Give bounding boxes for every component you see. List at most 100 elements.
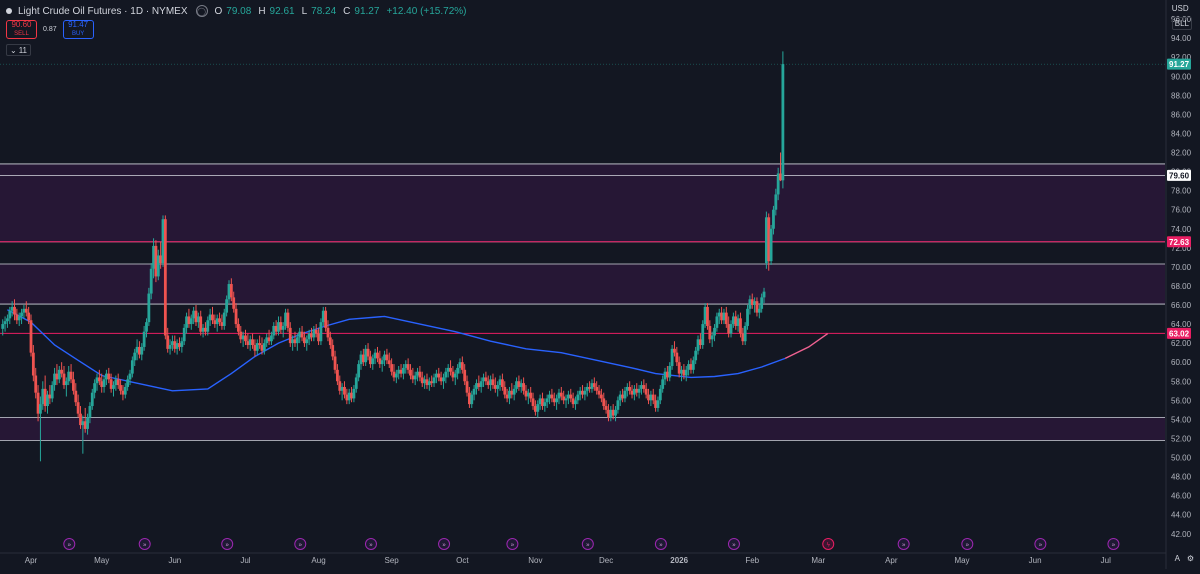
- candle-body: [293, 339, 297, 344]
- events-layer[interactable]: » » » » » » » » » » ϟ » » » »: [63, 538, 1120, 550]
- candle-body: [305, 339, 309, 344]
- candle-body: [253, 345, 257, 351]
- candle-body: [736, 318, 740, 326]
- event-marker-icon[interactable]: »: [897, 538, 910, 550]
- level-price-label-box: [1167, 327, 1191, 339]
- candle-body: [105, 373, 108, 380]
- candle-body: [145, 322, 148, 332]
- candle-body: [90, 392, 94, 407]
- x-tick-label: Jul: [1101, 556, 1111, 565]
- event-marker-icon[interactable]: »: [221, 538, 234, 550]
- candle-body: [95, 377, 99, 384]
- event-marker-icon[interactable]: »: [961, 538, 974, 550]
- y-axis-background: [1166, 0, 1200, 569]
- x-tick-label: Sep: [385, 556, 400, 565]
- legend-title[interactable]: Light Crude Oil Futures · 1D · NYMEX: [18, 5, 188, 17]
- candle-body: [555, 398, 559, 403]
- candle-body: [451, 371, 455, 378]
- candle-body: [776, 173, 780, 195]
- y-axis[interactable]: 96.00 94.00 92.00 90.00 88.00 86.00 84.00 82.00…: [1165, 0, 1200, 569]
- svg-text:»: »: [902, 543, 906, 549]
- buy-button[interactable]: 91.47 BUY: [62, 20, 94, 39]
- candle-body: [611, 409, 615, 416]
- candle-body: [154, 245, 158, 277]
- candle-body: [303, 337, 306, 344]
- candle-body: [767, 217, 771, 262]
- gear-icon[interactable]: ⚙: [1186, 554, 1194, 563]
- event-marker-icon[interactable]: »: [581, 538, 594, 550]
- event-marker-icon[interactable]: »: [364, 538, 377, 550]
- candle-body: [241, 335, 245, 340]
- x-tick-label: Jul: [240, 556, 250, 565]
- svg-text:»: »: [143, 543, 147, 549]
- change-value: +12.40 (+15.72%): [386, 5, 467, 17]
- candle-body: [366, 348, 370, 357]
- currency-selector[interactable]: USD: [1171, 4, 1189, 13]
- candle-body: [102, 379, 106, 387]
- candle-body: [724, 312, 728, 325]
- candle-body: [97, 377, 101, 382]
- unit-selector[interactable]: BLL: [1171, 17, 1192, 30]
- candle-body: [114, 379, 118, 386]
- candle-body: [493, 385, 497, 389]
- candle-body: [698, 339, 702, 346]
- candle-body: [680, 369, 683, 374]
- y-tick-label: 52.00: [1171, 434, 1192, 443]
- candle-body: [100, 381, 104, 387]
- candle-body: [673, 348, 676, 353]
- indicator-circle-icon[interactable]: ◯: [195, 5, 208, 17]
- candle-body: [411, 375, 415, 380]
- x-axis[interactable]: Apr May Jun Jul Aug Sep Oct Nov Dec 2026 Feb Mar Apr…: [0, 552, 1166, 565]
- event-marker-icon[interactable]: »: [63, 538, 76, 550]
- sell-button[interactable]: 90.60 SELL: [6, 20, 37, 39]
- candle-body: [746, 308, 749, 326]
- event-marker-icon[interactable]: »: [138, 538, 151, 550]
- event-marker-icon[interactable]: »: [654, 538, 667, 550]
- event-marker-icon[interactable]: »: [1107, 538, 1120, 550]
- candle-body: [251, 339, 254, 346]
- candle-body: [592, 383, 596, 387]
- open-value: 79.08: [226, 5, 252, 17]
- event-marker-icon[interactable]: ϟ: [822, 538, 835, 550]
- event-marker-icon[interactable]: »: [506, 538, 519, 550]
- candle-body: [425, 379, 429, 386]
- candle-body: [604, 406, 608, 410]
- candle-body: [288, 327, 292, 344]
- x-tick-label: May: [954, 556, 969, 565]
- candle-body: [93, 383, 97, 393]
- candle-body: [576, 394, 580, 401]
- svg-text:»: »: [369, 543, 373, 549]
- candle-body: [696, 339, 700, 351]
- auto-scale-button[interactable]: A: [1174, 554, 1180, 563]
- candle-body: [569, 394, 573, 399]
- candle-body: [86, 417, 89, 429]
- y-tick-label: 44.00: [1171, 511, 1192, 520]
- event-marker-icon[interactable]: »: [727, 538, 740, 550]
- candle-body: [562, 396, 566, 401]
- candle-body: [630, 390, 634, 395]
- candle-body: [331, 345, 335, 357]
- indicators-toggle[interactable]: ⌄ 11: [6, 44, 32, 56]
- candle-body: [192, 310, 196, 319]
- candle-body: [345, 394, 349, 401]
- candle-body: [769, 228, 773, 262]
- event-marker-icon[interactable]: »: [1034, 538, 1047, 550]
- candle-body: [402, 367, 405, 374]
- candle-body: [418, 371, 422, 378]
- candle-body: [222, 312, 226, 326]
- candle-body: [74, 390, 78, 403]
- candle-body: [541, 398, 544, 407]
- event-marker-icon[interactable]: »: [294, 538, 307, 550]
- candle-body: [720, 312, 724, 321]
- svg-text:»: »: [732, 543, 736, 549]
- candle-body: [194, 310, 198, 323]
- x-tick-label: Feb: [745, 556, 759, 565]
- candle-body: [734, 316, 738, 326]
- candle-body: [83, 421, 87, 429]
- event-marker-icon[interactable]: »: [438, 538, 451, 550]
- svg-text:»: »: [442, 543, 446, 549]
- candle-body: [781, 64, 785, 181]
- candle-body: [623, 390, 627, 399]
